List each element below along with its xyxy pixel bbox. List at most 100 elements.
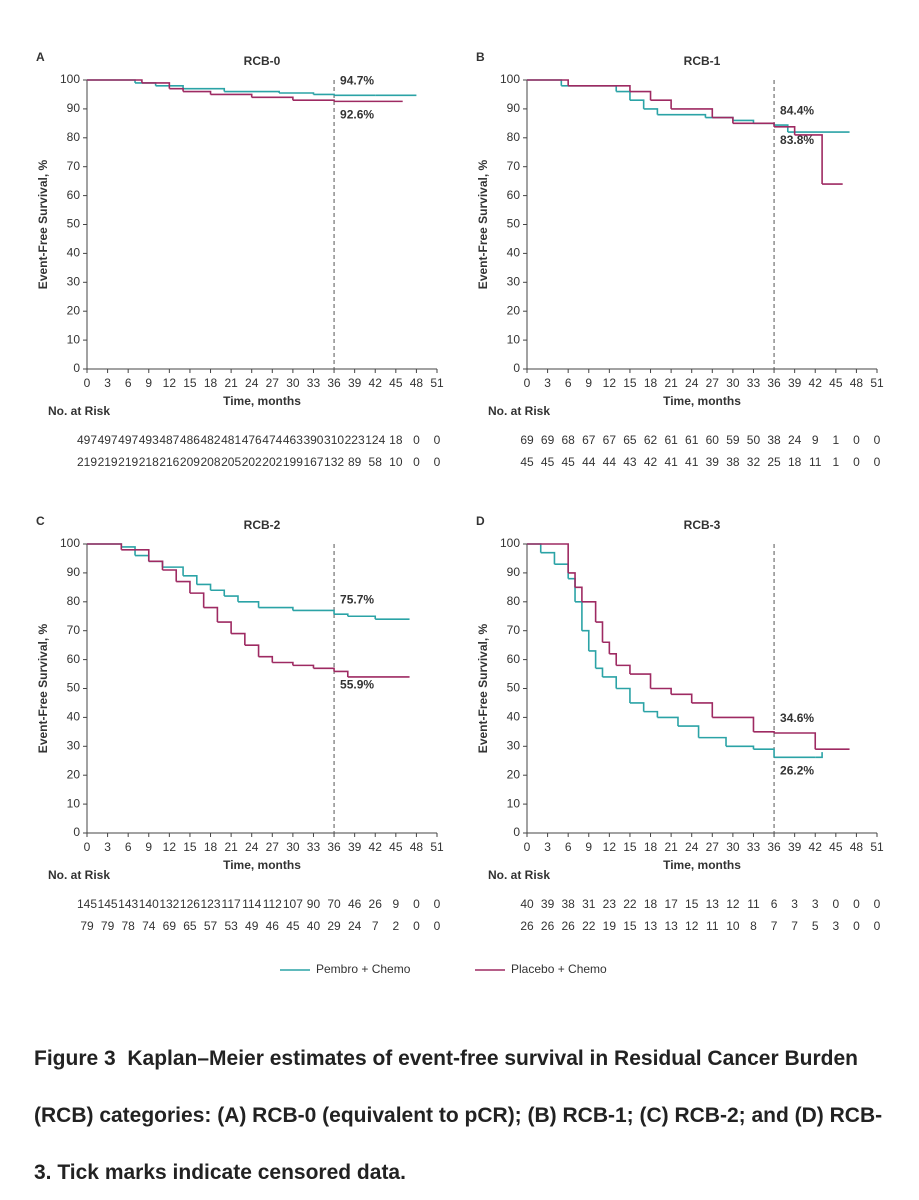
y-tick-label: 50 bbox=[67, 681, 81, 695]
at-risk-count: 390 bbox=[303, 433, 323, 447]
y-tick-label: 80 bbox=[507, 130, 521, 144]
at-risk-count: 132 bbox=[159, 897, 179, 911]
at-risk-count: 486 bbox=[180, 433, 200, 447]
survival-step bbox=[629, 99, 645, 109]
x-tick-label: 12 bbox=[603, 840, 617, 854]
survival-step bbox=[691, 702, 714, 718]
at-risk-count: 12 bbox=[726, 897, 740, 911]
at-risk-count: 497 bbox=[118, 433, 138, 447]
survival-step bbox=[292, 664, 315, 669]
risk-label: No. at Risk bbox=[488, 868, 550, 882]
survival-step bbox=[581, 629, 590, 651]
legend-label: Pembro + Chemo bbox=[316, 962, 411, 976]
x-tick-label: 42 bbox=[369, 840, 383, 854]
x-tick-label: 45 bbox=[389, 840, 403, 854]
at-risk-count: 26 bbox=[520, 919, 534, 933]
at-risk-count: 218 bbox=[139, 455, 159, 469]
at-risk-count: 0 bbox=[874, 433, 881, 447]
x-tick-label: 3 bbox=[544, 376, 551, 390]
x-tick-label: 24 bbox=[245, 840, 259, 854]
survival-step bbox=[203, 606, 219, 623]
annotation: 55.9% bbox=[340, 678, 374, 692]
at-risk-count: 7 bbox=[791, 919, 798, 933]
at-risk-count: 50 bbox=[747, 433, 761, 447]
survival-step bbox=[629, 90, 652, 101]
caption-label: Figure 3 bbox=[34, 1047, 116, 1070]
x-axis-label: Time, months bbox=[663, 394, 741, 408]
y-axis-label: Event-Free Survival, % bbox=[36, 623, 50, 753]
at-risk-count: 132 bbox=[324, 455, 344, 469]
at-risk-count: 69 bbox=[163, 919, 177, 933]
at-risk-count: 41 bbox=[685, 455, 699, 469]
survival-step bbox=[527, 543, 569, 573]
at-risk-count: 38 bbox=[726, 455, 740, 469]
survival-step bbox=[527, 79, 563, 86]
survival-step bbox=[334, 670, 349, 677]
y-tick-label: 40 bbox=[507, 246, 521, 260]
at-risk-count: 39 bbox=[706, 455, 720, 469]
survival-step bbox=[244, 644, 260, 657]
at-risk-count: 0 bbox=[853, 919, 860, 933]
survival-step bbox=[568, 577, 576, 602]
at-risk-count: 67 bbox=[603, 433, 617, 447]
at-risk-count: 3 bbox=[812, 897, 819, 911]
survival-step bbox=[155, 84, 184, 89]
x-axis-label: Time, months bbox=[223, 858, 301, 872]
x-tick-label: 6 bbox=[565, 376, 572, 390]
at-risk-count: 167 bbox=[303, 455, 323, 469]
at-risk-count: 9 bbox=[392, 897, 399, 911]
at-risk-count: 60 bbox=[706, 433, 720, 447]
at-risk-count: 145 bbox=[77, 897, 97, 911]
at-risk-count: 219 bbox=[118, 455, 138, 469]
survival-step bbox=[712, 116, 734, 124]
survival-step bbox=[568, 572, 576, 588]
x-tick-label: 24 bbox=[245, 376, 259, 390]
y-tick-label: 70 bbox=[507, 159, 521, 173]
y-tick-label: 30 bbox=[67, 738, 81, 752]
x-tick-label: 9 bbox=[585, 840, 592, 854]
survival-step bbox=[712, 716, 755, 732]
survival-step bbox=[224, 595, 239, 602]
x-tick-label: 27 bbox=[706, 840, 720, 854]
survival-step bbox=[141, 82, 171, 89]
y-axis-label: Event-Free Survival, % bbox=[36, 159, 50, 289]
survival-step bbox=[210, 93, 253, 98]
annotation: 94.7% bbox=[340, 73, 374, 87]
at-risk-count: 59 bbox=[726, 433, 740, 447]
survival-step bbox=[258, 606, 294, 611]
at-risk-count: 493 bbox=[139, 433, 159, 447]
at-risk-count: 15 bbox=[623, 919, 637, 933]
survival-step bbox=[650, 687, 672, 695]
y-axis-label: Event-Free Survival, % bbox=[476, 159, 490, 289]
x-tick-label: 12 bbox=[603, 376, 617, 390]
at-risk-count: 46 bbox=[348, 897, 362, 911]
at-risk-count: 11 bbox=[809, 455, 822, 469]
survival-step bbox=[774, 124, 789, 133]
survival-step bbox=[148, 560, 164, 571]
survival-step bbox=[575, 601, 583, 631]
survival-step bbox=[609, 653, 618, 666]
x-tick-label: 9 bbox=[585, 376, 592, 390]
at-risk-count: 219 bbox=[98, 455, 118, 469]
legend-label: Placebo + Chemo bbox=[511, 962, 607, 976]
survival-step bbox=[347, 615, 377, 620]
survival-step bbox=[292, 99, 335, 102]
x-tick-label: 33 bbox=[747, 376, 761, 390]
at-risk-count: 61 bbox=[664, 433, 678, 447]
survival-step bbox=[643, 108, 659, 115]
at-risk-count: 22 bbox=[623, 897, 637, 911]
survival-step bbox=[657, 113, 707, 118]
survival-step bbox=[588, 650, 597, 669]
survival-step bbox=[292, 609, 335, 615]
caption: Figure 3 Kaplan–Meier estimates of event… bbox=[34, 1030, 894, 1200]
y-tick-label: 10 bbox=[67, 796, 81, 810]
x-tick-label: 21 bbox=[664, 376, 678, 390]
survival-step bbox=[272, 661, 294, 666]
at-risk-count: 39 bbox=[541, 897, 555, 911]
at-risk-count: 310 bbox=[324, 433, 344, 447]
y-tick-label: 50 bbox=[507, 681, 521, 695]
at-risk-count: 70 bbox=[327, 897, 341, 911]
figure: A RCB-0 Event-Free Survival, % Time, months… bbox=[36, 50, 884, 976]
survival-step bbox=[258, 655, 274, 663]
